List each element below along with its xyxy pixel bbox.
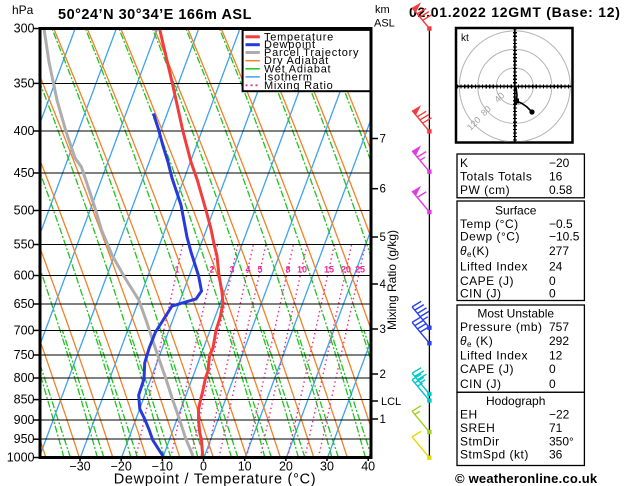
svg-text:PW (cm): PW (cm) <box>460 183 510 197</box>
svg-text:4: 4 <box>380 279 387 291</box>
svg-text:800: 800 <box>14 371 35 385</box>
svg-text:20: 20 <box>341 265 351 275</box>
svg-text:6: 6 <box>380 184 386 196</box>
svg-text:Dewpoint: Dewpoint <box>264 39 316 51</box>
svg-text:−10: −10 <box>152 460 173 474</box>
svg-text:16: 16 <box>549 170 563 184</box>
svg-text:Temp (°C): Temp (°C) <box>460 217 519 231</box>
svg-text:750: 750 <box>14 348 35 362</box>
svg-text:Lifted Index: Lifted Index <box>460 348 528 362</box>
svg-text:3: 3 <box>229 265 234 275</box>
svg-text:10: 10 <box>238 460 252 474</box>
svg-text:757: 757 <box>549 320 569 334</box>
svg-text:25: 25 <box>355 265 365 275</box>
svg-text:θe(K): θe(K) <box>460 244 489 259</box>
svg-text:20: 20 <box>279 460 293 474</box>
svg-text:LCL: LCL <box>381 396 401 408</box>
svg-text:900: 900 <box>14 413 35 427</box>
svg-text:−10.5: −10.5 <box>549 230 580 244</box>
svg-text:Surface: Surface <box>495 204 537 218</box>
svg-text:50°24’N 30°34’E 166m ASL: 50°24’N 30°34’E 166m ASL <box>58 7 252 23</box>
svg-text:400: 400 <box>14 124 35 138</box>
svg-text:Dewpoint / Temperature (°C): Dewpoint / Temperature (°C) <box>114 472 317 486</box>
svg-text:2: 2 <box>380 369 386 381</box>
svg-text:Dewp (°C): Dewp (°C) <box>460 230 520 244</box>
svg-text:Hodograph: Hodograph <box>486 394 545 408</box>
svg-text:−20: −20 <box>111 460 132 474</box>
svg-text:ASL: ASL <box>374 18 395 30</box>
svg-text:36: 36 <box>549 447 563 461</box>
svg-text:CAPE (J): CAPE (J) <box>460 274 514 288</box>
svg-text:650: 650 <box>14 297 35 311</box>
svg-text:1: 1 <box>380 414 386 426</box>
svg-text:71: 71 <box>549 421 563 435</box>
svg-text:Isotherm: Isotherm <box>264 71 313 83</box>
svg-text:2: 2 <box>209 265 214 275</box>
svg-text:© weatheronline.co.uk: © weatheronline.co.uk <box>455 471 598 486</box>
svg-text:450: 450 <box>14 166 35 180</box>
svg-text:15: 15 <box>324 265 334 275</box>
svg-text:277: 277 <box>549 244 569 258</box>
svg-text:4: 4 <box>245 265 250 275</box>
svg-text:K: K <box>460 156 469 170</box>
svg-text:StmSpd (kt): StmSpd (kt) <box>460 447 529 461</box>
svg-text:550: 550 <box>14 238 35 252</box>
svg-text:950: 950 <box>14 432 35 446</box>
svg-text:5: 5 <box>257 265 262 275</box>
svg-text:Most Unstable: Most Unstable <box>477 307 554 321</box>
svg-text:SREH: SREH <box>460 421 495 435</box>
svg-text:CIN (J): CIN (J) <box>460 287 502 301</box>
svg-text:0: 0 <box>200 460 207 474</box>
svg-text:Dry Adiabat: Dry Adiabat <box>264 55 329 67</box>
svg-text:1: 1 <box>174 265 179 275</box>
svg-text:StmDir: StmDir <box>460 434 500 448</box>
svg-text:350: 350 <box>14 76 35 90</box>
svg-text:3: 3 <box>380 324 386 336</box>
svg-text:30: 30 <box>320 460 334 474</box>
svg-text:hPa: hPa <box>12 3 34 17</box>
svg-text:Mixing Ratio: Mixing Ratio <box>264 80 334 92</box>
svg-text:−20: −20 <box>549 156 570 170</box>
svg-text:Mixing Ratio (g/kg): Mixing Ratio (g/kg) <box>385 230 399 330</box>
svg-text:292: 292 <box>549 334 569 348</box>
svg-text:7: 7 <box>380 134 386 146</box>
svg-text:θe (K): θe (K) <box>460 334 493 349</box>
svg-text:600: 600 <box>14 269 35 283</box>
svg-text:Totals Totals: Totals Totals <box>460 170 532 184</box>
svg-text:−0.5: −0.5 <box>549 217 573 231</box>
svg-text:10: 10 <box>297 265 307 275</box>
svg-text:500: 500 <box>14 204 35 218</box>
svg-text:−30: −30 <box>69 460 90 474</box>
svg-text:Wet Adiabat: Wet Adiabat <box>264 63 331 75</box>
svg-text:1000: 1000 <box>7 451 35 465</box>
svg-text:0.58: 0.58 <box>549 183 573 197</box>
svg-text:300: 300 <box>14 22 35 36</box>
svg-text:5: 5 <box>380 232 386 244</box>
svg-text:350°: 350° <box>549 434 574 448</box>
svg-text:0: 0 <box>549 274 556 288</box>
svg-text:CAPE (J): CAPE (J) <box>460 362 514 376</box>
svg-text:850: 850 <box>14 393 35 407</box>
svg-text:24: 24 <box>549 260 563 274</box>
svg-text:Lifted Index: Lifted Index <box>460 260 528 274</box>
svg-text:700: 700 <box>14 323 35 337</box>
svg-text:km: km <box>375 4 390 16</box>
svg-text:Temperature: Temperature <box>264 31 334 43</box>
svg-text:40: 40 <box>361 460 375 474</box>
svg-text:−22: −22 <box>549 407 570 421</box>
svg-text:8: 8 <box>285 265 290 275</box>
svg-text:CIN (J): CIN (J) <box>460 377 502 391</box>
svg-text:EH: EH <box>460 407 478 421</box>
svg-text:02.01.2022 12GMT (Base: 12): 02.01.2022 12GMT (Base: 12) <box>409 4 621 20</box>
svg-text:kt: kt <box>461 33 469 44</box>
svg-text:0: 0 <box>549 287 556 301</box>
svg-text:12: 12 <box>549 348 563 362</box>
svg-text:Parcel Trajectory: Parcel Trajectory <box>264 47 359 59</box>
svg-text:Pressure (mb): Pressure (mb) <box>460 320 543 334</box>
svg-text:0: 0 <box>549 362 556 376</box>
svg-text:0: 0 <box>549 377 556 391</box>
